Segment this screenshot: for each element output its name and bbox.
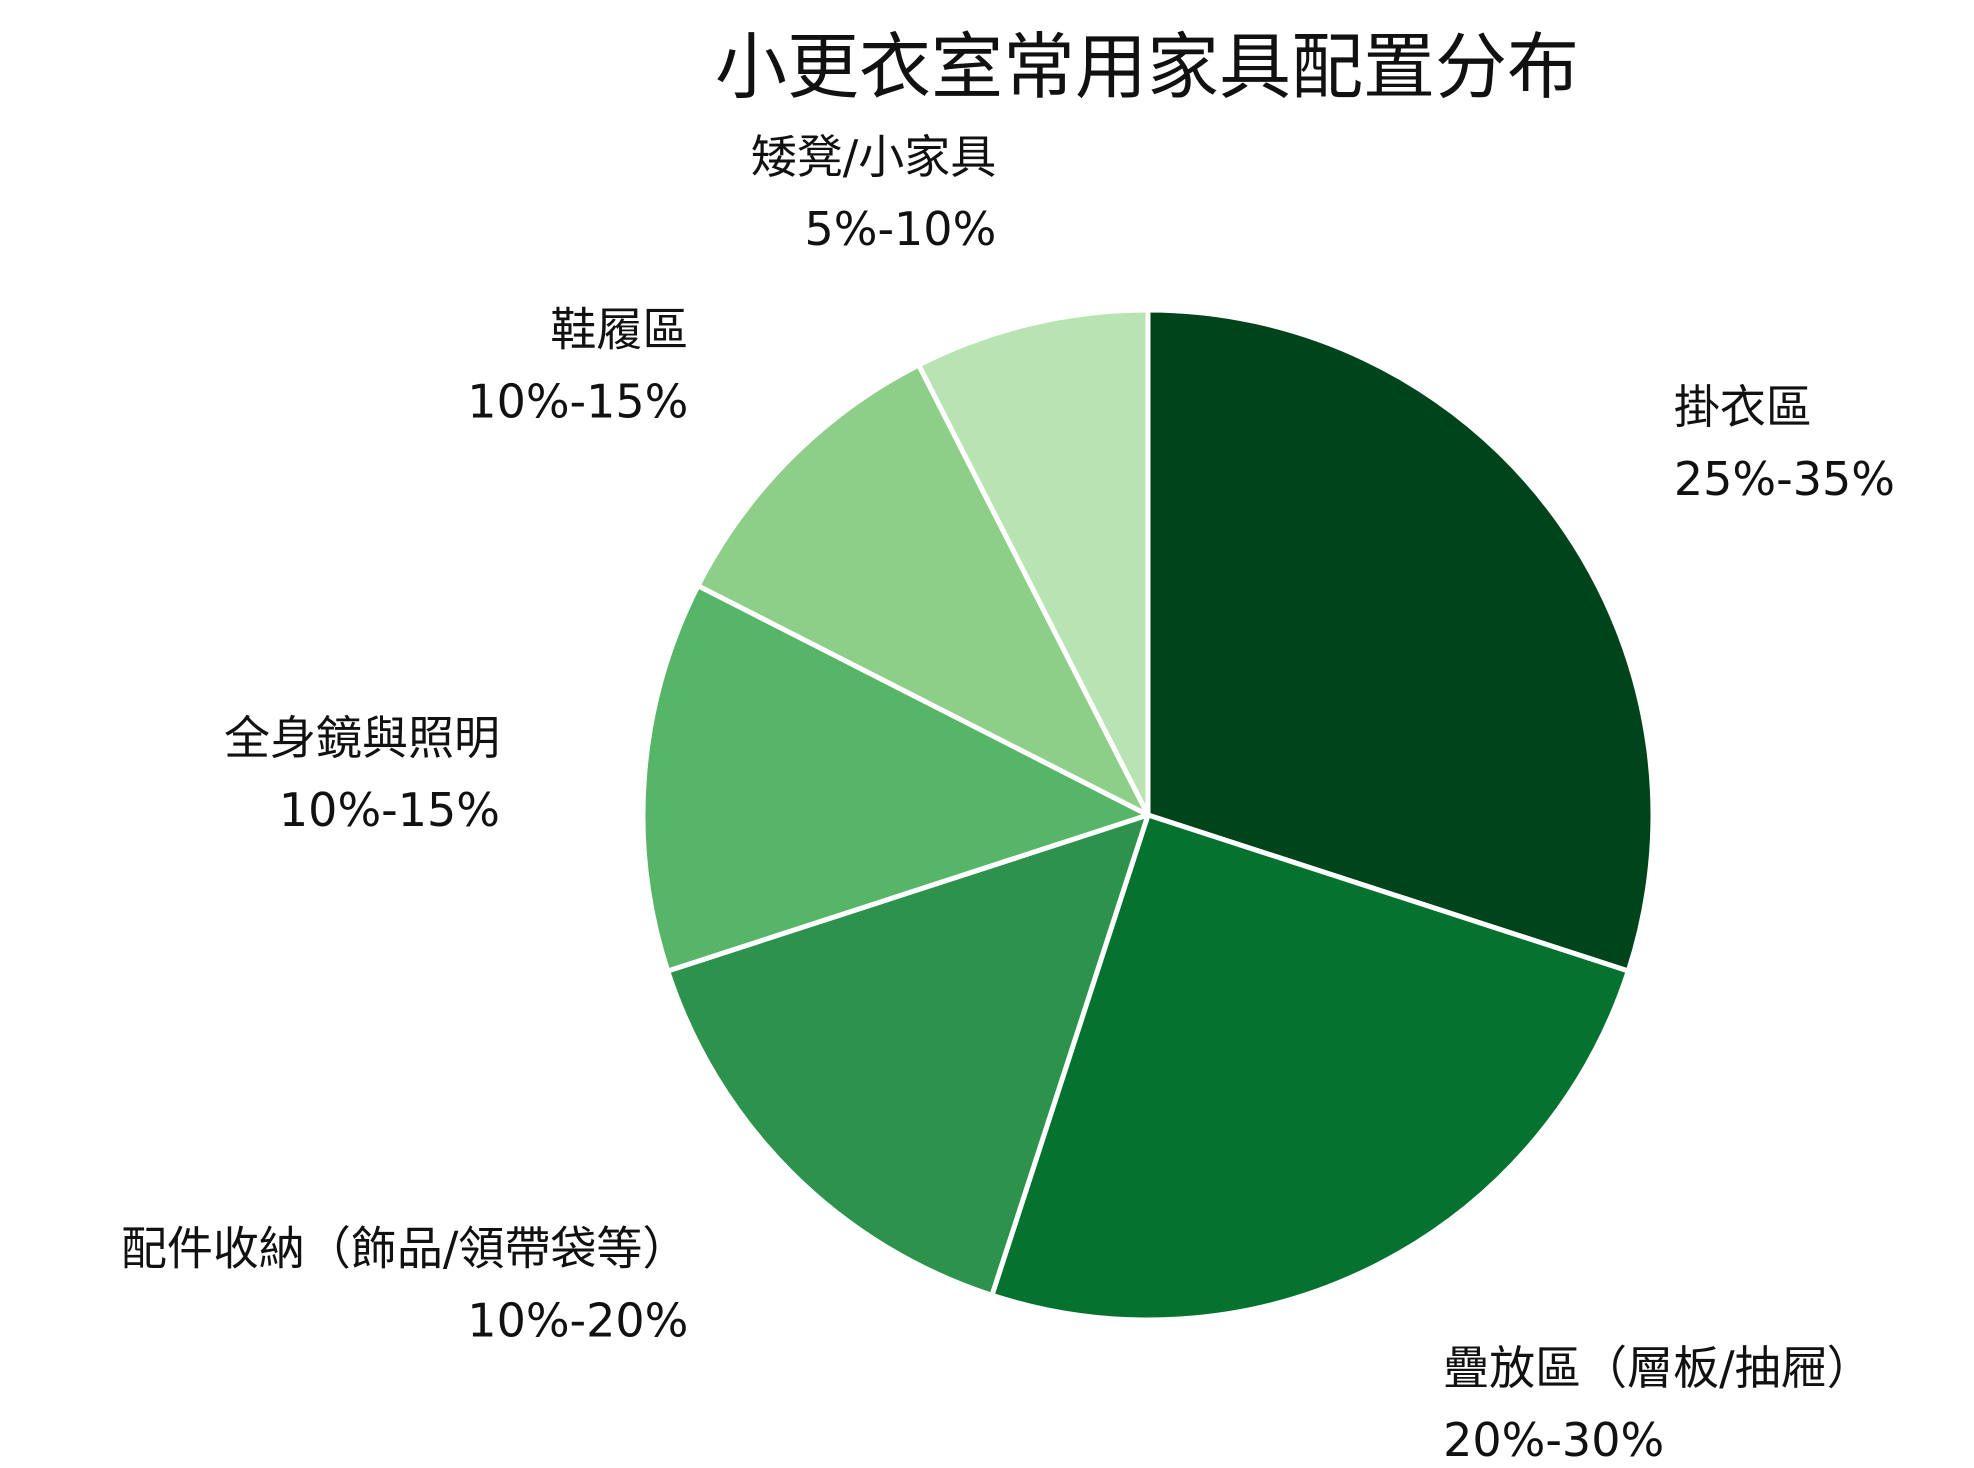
slice-name-配件收納-飾品-領帶袋等: 配件收納（飾品/領帶袋等） — [121, 1222, 689, 1276]
slice-name-掛衣區: 掛衣區 — [1674, 380, 1812, 434]
slice-label-6: 矮凳/小家具 5%-10% — [751, 130, 997, 256]
pie-slices — [640, 307, 1656, 1323]
chart-title: 小更衣室常用家具配置分布 — [715, 25, 1579, 109]
slice-range-6: 5%-10% — [804, 202, 996, 256]
pie-slice-3 — [665, 812, 1151, 1298]
slice-label-4: 全身鏡與照明 10%-15% — [224, 711, 500, 837]
slice-range-2: 20%-30% — [1443, 1413, 1664, 1467]
slice-range-3: 10%-20% — [467, 1294, 688, 1348]
pie-labels: 掛衣區 25%-35% 疊放區（層板/抽屜） 20%-30% 配件收納（飾品/領帶袋等）… — [121, 130, 1895, 1467]
slice-label-3: 配件收納（飾品/領帶袋等） 10%-20% — [121, 1222, 689, 1348]
slice-range-1: 25%-35% — [1674, 452, 1895, 506]
pie-slice-4 — [640, 583, 1151, 974]
slice-range-5: 10%-15% — [467, 374, 688, 428]
pie-slice-2 — [989, 812, 1631, 1323]
pie-slice-1 — [1145, 307, 1656, 974]
slice-label-2: 疊放區（層板/抽屜） 20%-30% — [1443, 1341, 1873, 1467]
slice-name-鞋履區: 鞋履區 — [550, 302, 688, 356]
slice-name-全身鏡與照明: 全身鏡與照明 — [224, 711, 500, 765]
slice-name-矮凳-小家具: 矮凳/小家具 — [751, 130, 997, 184]
slice-label-5: 鞋履區 10%-15% — [467, 302, 688, 428]
slice-range-4: 10%-15% — [279, 783, 500, 837]
pie-slice-5 — [695, 362, 1151, 818]
pie-slice-6 — [916, 307, 1151, 818]
slice-label-1: 掛衣區 25%-35% — [1674, 380, 1895, 506]
slice-name-疊放區-層板-抽屜: 疊放區（層板/抽屜） — [1443, 1341, 1873, 1395]
